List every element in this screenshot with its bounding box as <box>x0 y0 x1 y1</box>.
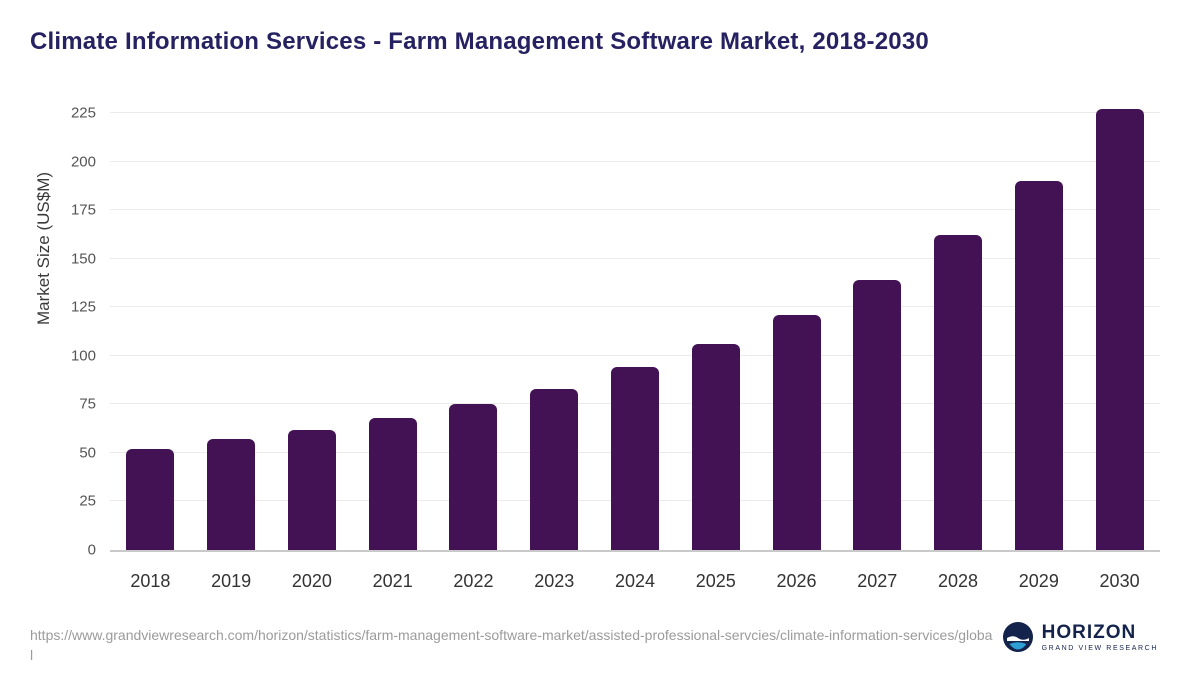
bar-2030[interactable] <box>1095 109 1144 550</box>
bars-container <box>110 109 1160 550</box>
bar-2019[interactable] <box>207 439 256 550</box>
bar-slot <box>272 113 353 550</box>
gridline <box>110 160 1160 162</box>
x-tick-label: 2024 <box>614 571 655 591</box>
bar-2026[interactable] <box>772 315 821 550</box>
bar-2021[interactable] <box>368 417 417 550</box>
bar-slot <box>514 113 595 550</box>
gridline <box>110 112 1160 113</box>
x-tick-label: 2025 <box>695 571 736 591</box>
y-tick-label: 25 <box>79 492 96 510</box>
plot-area: 0 25 50 75 100 125 150 175 200 225 <box>71 105 1160 559</box>
y-tick-label: 225 <box>70 104 96 122</box>
bar-2029[interactable] <box>1014 180 1063 550</box>
gridline <box>110 354 1160 356</box>
x-tick-label: 2022 <box>453 571 494 591</box>
bar-slot <box>595 113 676 550</box>
bar-2024[interactable] <box>610 367 659 550</box>
bar-2028[interactable] <box>934 235 983 550</box>
logo-subtitle: GRAND VIEW RESEARCH <box>1041 645 1158 652</box>
gridline <box>110 209 1160 211</box>
gridline <box>110 257 1160 259</box>
source-url: https://www.grandviewresearch.com/horizo… <box>30 627 993 664</box>
x-tick-label: 2023 <box>534 571 575 591</box>
y-tick-label: 125 <box>70 298 96 316</box>
bar-slot <box>918 113 999 550</box>
bar-2022[interactable] <box>449 404 498 550</box>
x-tick-label: 2018 <box>130 571 171 591</box>
x-tick-label: 2030 <box>1099 571 1140 591</box>
gridline <box>110 306 1160 308</box>
x-tick-label: 2020 <box>291 571 332 591</box>
page-title: Climate Information Services - Farm Mana… <box>30 28 929 55</box>
x-tick-label: 2027 <box>857 571 898 591</box>
logo-name: HORIZON <box>1041 622 1137 643</box>
y-tick-label: 100 <box>70 347 96 365</box>
bar-2023[interactable] <box>530 388 579 550</box>
bar-chart: Market Size (US$M) 0 25 50 75 100 125 150 175 20… <box>30 95 1170 600</box>
x-tick-label: 2026 <box>776 571 817 591</box>
x-tick-label: 2021 <box>372 571 413 591</box>
y-tick-label: 175 <box>70 201 96 219</box>
x-tick-label: 2028 <box>938 571 979 591</box>
bar-slot <box>352 113 433 550</box>
x-tick-label: 2029 <box>1018 571 1059 591</box>
bar-slot <box>837 113 918 550</box>
bar-2025[interactable] <box>691 344 740 550</box>
bar-slot <box>1079 109 1160 550</box>
y-tick-label: 50 <box>79 444 96 462</box>
y-tick-label: 200 <box>70 153 96 171</box>
y-tick-label: 150 <box>70 250 96 268</box>
brand-logo: HORIZON GRAND VIEW RESEARCH <box>1002 622 1158 652</box>
horizon-logo-icon <box>1002 622 1033 652</box>
bar-2027[interactable] <box>853 280 902 550</box>
bar-slot <box>756 113 837 550</box>
x-axis: 2018 2019 2020 2021 2022 2023 2024 2025 2026 2027… <box>110 571 1160 592</box>
bar-slot <box>433 113 514 550</box>
bar-slot <box>110 113 191 550</box>
bar-slot <box>998 113 1079 550</box>
y-tick-label: 75 <box>79 395 96 413</box>
x-tick-label: 2019 <box>211 571 252 591</box>
bar-2020[interactable] <box>287 429 336 550</box>
bar-slot <box>191 113 272 550</box>
logo-text: HORIZON GRAND VIEW RESEARCH <box>1042 622 1158 652</box>
y-tick-label: 0 <box>87 541 96 559</box>
y-axis-title: Market Size (US$M) <box>34 171 53 325</box>
bar-2018[interactable] <box>126 449 175 550</box>
bar-slot <box>675 113 756 550</box>
